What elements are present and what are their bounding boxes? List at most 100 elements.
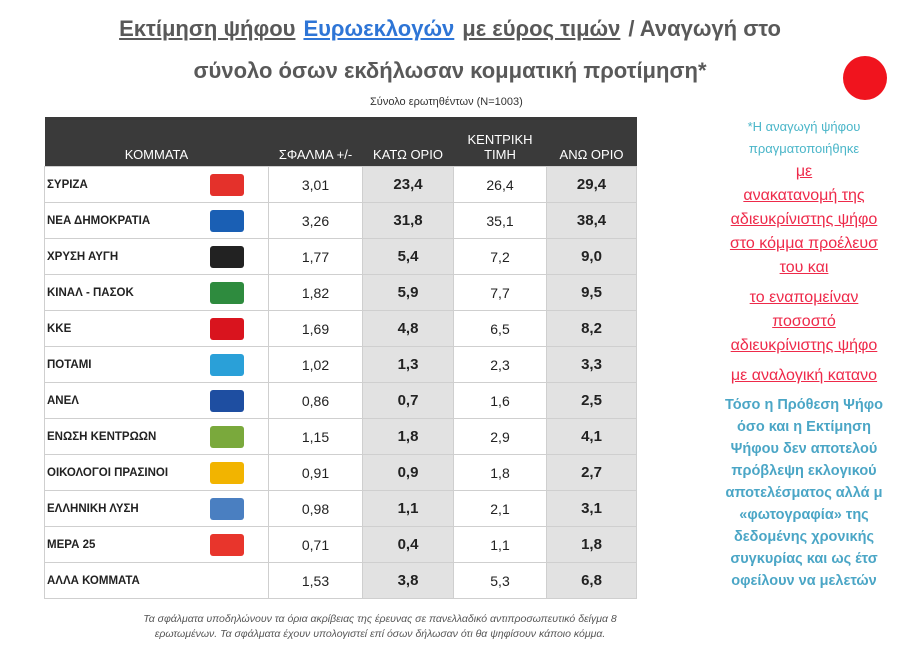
subtitle: Σύνολο ερωτηθέντων (N=1003)	[370, 96, 523, 108]
table-row: ΠΟΤΑΜΙ 1,02 1,3 2,3 3,3	[44, 346, 637, 383]
value-cell: 23,4	[362, 166, 454, 203]
logo-cell	[185, 562, 269, 599]
value-cell: 5,3	[453, 562, 547, 599]
note-line: «φωτογραφία» της	[739, 507, 869, 523]
value-cell: 2,7	[546, 454, 637, 491]
logo-cell	[185, 382, 269, 419]
value-cell: 7,7	[453, 274, 547, 311]
table-row: ΣΥΡΙΖΑ 3,01 23,4 26,4 29,4	[44, 166, 637, 203]
value-cell: 1,8	[546, 526, 637, 563]
value-cell: 8,2	[546, 310, 637, 347]
table-row: ΑΝΕΛ 0,86 0,7 1,6 2,5	[44, 382, 637, 419]
party-logo	[209, 317, 244, 340]
party-name: ΚΚΕ	[44, 310, 186, 347]
value-cell: 6,5	[453, 310, 547, 347]
party-logo	[209, 425, 244, 448]
logo-cell	[185, 346, 269, 383]
value-cell: 31,8	[362, 202, 454, 239]
note-line: με	[795, 163, 813, 180]
red-dot	[843, 56, 887, 100]
note-line: πρόβλεψη εκλογικού	[731, 463, 877, 479]
value-cell: 2,3	[453, 346, 547, 383]
table-row: ΝΕΑ ΔΗΜΟΚΡΑΤΙΑ 3,26 31,8 35,1 38,4	[44, 202, 637, 239]
title-line-2: σύνολο όσων εκδήλωσαν κομματική προτίμησ…	[193, 58, 707, 83]
note-line: ανακατανομή της	[743, 187, 865, 204]
party-logo	[209, 389, 244, 412]
value-cell: 1,3	[362, 346, 454, 383]
party-logo	[209, 353, 244, 376]
note-line: οφείλουν να μελετών	[731, 573, 877, 589]
note-line: πραγματοποιήθηκε	[748, 141, 860, 156]
party-name: ΕΝΩΣΗ ΚΕΝΤΡΩΩΝ	[44, 418, 186, 455]
title-part: / Αναγωγή στο	[628, 16, 781, 41]
value-cell: 29,4	[546, 166, 637, 203]
party-name: ΣΥΡΙΖΑ	[44, 166, 186, 203]
note-line: δεδομένης χρονικής	[734, 529, 874, 545]
value-cell: 1,15	[268, 418, 363, 455]
logo-cell	[185, 490, 269, 527]
table-row: ΚΚΕ 1,69 4,8 6,5 8,2	[44, 310, 637, 347]
table-row: ΧΡΥΣΗ ΑΥΓΗ 1,77 5,4 7,2 9,0	[44, 238, 637, 275]
logo-cell	[185, 454, 269, 491]
logo-cell	[185, 202, 269, 239]
logo-cell	[185, 166, 269, 203]
title-line-1: Εκτίμηση ψήφου Ευρωεκλογών με εύρος τιμών /…	[0, 16, 900, 42]
value-cell: 1,02	[268, 346, 363, 383]
table-row: ΟΙΚΟΛΟΓΟΙ ΠΡΑΣΙΝΟΙ 0,91 0,9 1,8 2,7	[44, 454, 637, 491]
party-logo	[209, 461, 244, 484]
value-cell: 0,7	[362, 382, 454, 419]
party-name: ΧΡΥΣΗ ΑΥΓΗ	[44, 238, 186, 275]
note-line: Τόσο η Πρόθεση Ψήφο	[725, 397, 883, 413]
note-line: ποσοστό	[772, 313, 836, 330]
logo-cell	[185, 238, 269, 275]
value-cell: 1,8	[362, 418, 454, 455]
title-part: Ευρωεκλογών	[303, 16, 455, 41]
table-body: ΣΥΡΙΖΑ 3,01 23,4 26,4 29,4 ΝΕΑ ΔΗΜΟΚΡΑΤΙΑ 3,26…	[44, 166, 637, 599]
value-cell: 1,1	[362, 490, 454, 527]
title-part: Εκτίμηση ψήφου	[119, 16, 296, 41]
party-name: ΟΙΚΟΛΟΓΟΙ ΠΡΑΣΙΝΟΙ	[44, 454, 186, 491]
party-logo	[209, 173, 244, 196]
table-row: ΜΕΡΑ 25 0,71 0,4 1,1 1,8	[44, 526, 637, 563]
footnote-line: Τα σφάλματα υποδηλώνουν τα όρια ακρίβεια…	[143, 613, 617, 625]
value-cell: 1,77	[268, 238, 363, 275]
value-cell: 4,8	[362, 310, 454, 347]
value-cell: 3,3	[546, 346, 637, 383]
party-name: ΠΟΤΑΜΙ	[44, 346, 186, 383]
party-name: ΚΙΝΑΛ - ΠΑΣΟΚ	[44, 274, 186, 311]
party-logo	[209, 245, 244, 268]
party-logo	[209, 209, 244, 232]
footnote: Τα σφάλματα υποδηλώνουν τα όρια ακρίβεια…	[60, 612, 700, 642]
value-cell: 0,86	[268, 382, 363, 419]
party-name: ΝΕΑ ΔΗΜΟΚΡΑΤΙΑ	[44, 202, 186, 239]
value-cell: 2,5	[546, 382, 637, 419]
value-cell: 0,98	[268, 490, 363, 527]
value-cell: 1,69	[268, 310, 363, 347]
table-row: ΕΝΩΣΗ ΚΕΝΤΡΩΩΝ 1,15 1,8 2,9 4,1	[44, 418, 637, 455]
results-table: ΚΟΜΜΑΤΑ ΣΦΑΛΜΑ +/- ΚΑΤΩ ΟΡΙΟ ΚΕΝΤΡΙΚΗ ΤΙΜΗ Α…	[44, 117, 637, 599]
header-cell: ΚΟΜΜΑΤΑ	[44, 117, 269, 167]
value-cell: 5,4	[362, 238, 454, 275]
side-notes: *Η αναγωγή ψήφου πραγματοποιήθηκε με ανακατ…	[694, 116, 900, 616]
note-line: αποτελέσματος αλλά μ	[725, 485, 883, 501]
note-line: όσο και η Εκτίμηση	[737, 419, 871, 435]
logo-cell	[185, 526, 269, 563]
party-logo	[209, 533, 244, 556]
note-line: αδιευκρίνιστης ψήφο	[730, 211, 878, 228]
note-line: αδιευκρίνιστης ψήφο	[730, 337, 878, 354]
value-cell: 5,9	[362, 274, 454, 311]
note-line: με αναλογική κατανο	[730, 367, 878, 384]
value-cell: 9,0	[546, 238, 637, 275]
logo-cell	[185, 310, 269, 347]
value-cell: 0,9	[362, 454, 454, 491]
value-cell: 9,5	[546, 274, 637, 311]
header-row: ΚΟΜΜΑΤΑ ΣΦΑΛΜΑ +/- ΚΑΤΩ ΟΡΙΟ ΚΕΝΤΡΙΚΗ ΤΙΜΗ Α…	[44, 117, 637, 167]
value-cell: 0,4	[362, 526, 454, 563]
title-part: με εύρος τιμών	[462, 16, 621, 41]
value-cell: 3,1	[546, 490, 637, 527]
value-cell: 1,53	[268, 562, 363, 599]
party-logo	[209, 497, 244, 520]
value-cell: 4,1	[546, 418, 637, 455]
value-cell: 1,1	[453, 526, 547, 563]
